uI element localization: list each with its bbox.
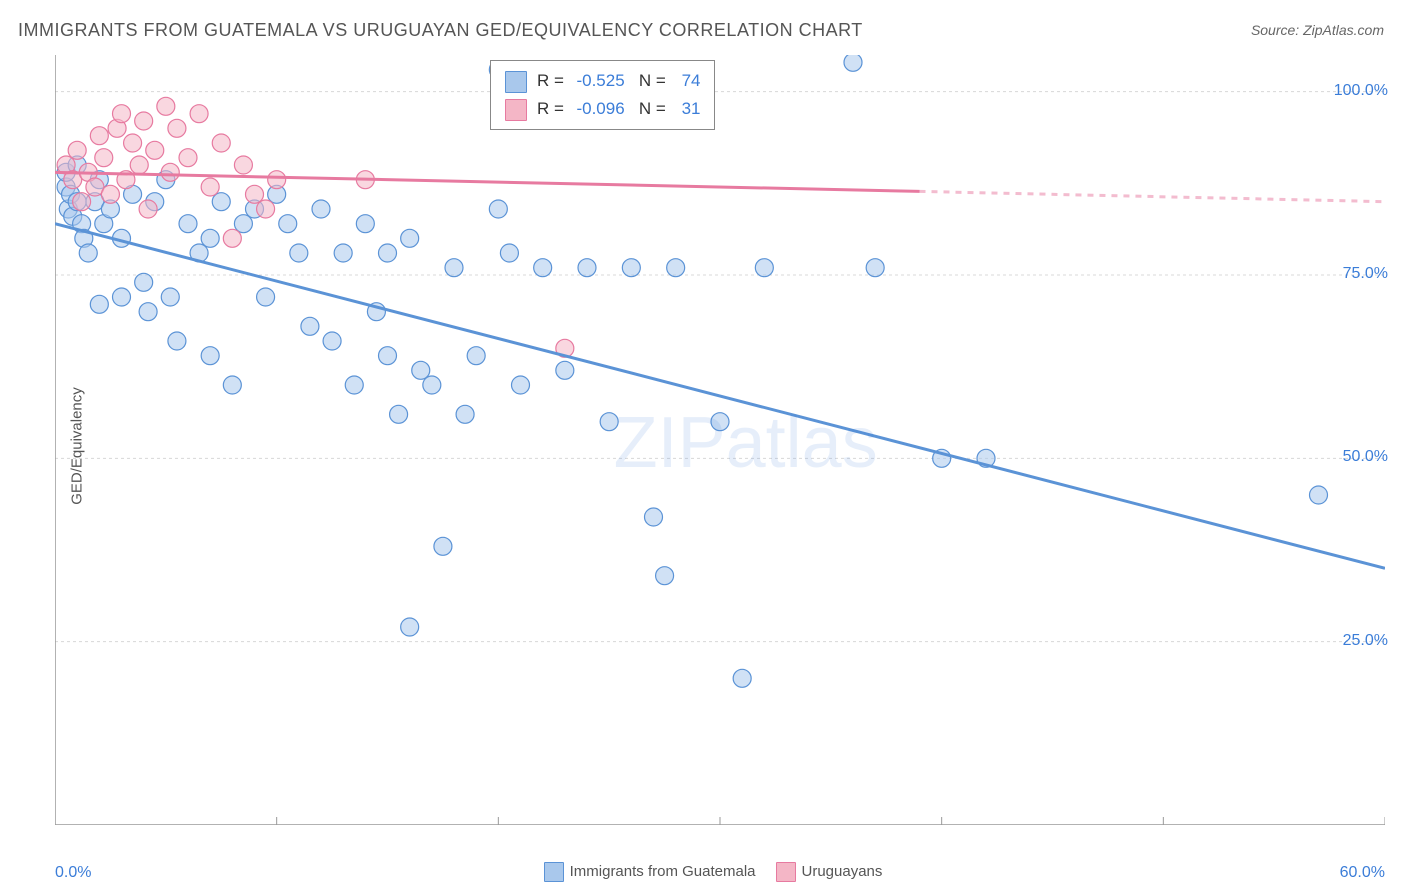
stats-row: R = -0.096 N = 31 (505, 95, 700, 123)
stat-N-label: N = (625, 99, 671, 118)
chart-title: IMMIGRANTS FROM GUATEMALA VS URUGUAYAN G… (18, 20, 863, 41)
source-site: ZipAtlas.com (1303, 22, 1384, 38)
legend-label: Uruguayans (802, 863, 883, 880)
legend-swatch (776, 862, 796, 882)
scatter-plot (55, 55, 1385, 825)
legend-swatch (544, 862, 564, 882)
legend-label: Immigrants from Guatemala (570, 863, 756, 880)
plot-svg (55, 55, 1385, 825)
source-label: Source: (1251, 22, 1303, 38)
source-attribution: Source: ZipAtlas.com (1251, 22, 1384, 38)
stat-N-label: N = (625, 71, 671, 90)
legend-swatch (505, 99, 527, 121)
stats-row: R = -0.525 N = 74 (505, 67, 700, 95)
y-tick-label: 75.0% (1343, 265, 1388, 283)
legend-swatch (505, 71, 527, 93)
y-tick-label: 50.0% (1343, 448, 1388, 466)
y-tick-label: 100.0% (1334, 82, 1388, 100)
stat-R-value: -0.096 (569, 95, 625, 123)
stat-R-value: -0.525 (569, 67, 625, 95)
stat-N-value: 74 (670, 67, 700, 95)
stat-R-label: R = (537, 99, 569, 118)
stat-R-label: R = (537, 71, 569, 90)
y-tick-label: 25.0% (1343, 632, 1388, 650)
correlation-stats-box: R = -0.525 N = 74R = -0.096 N = 31 (490, 60, 715, 130)
stat-N-value: 31 (670, 95, 700, 123)
series-legend: Immigrants from Guatemala Uruguayans (0, 862, 1406, 882)
